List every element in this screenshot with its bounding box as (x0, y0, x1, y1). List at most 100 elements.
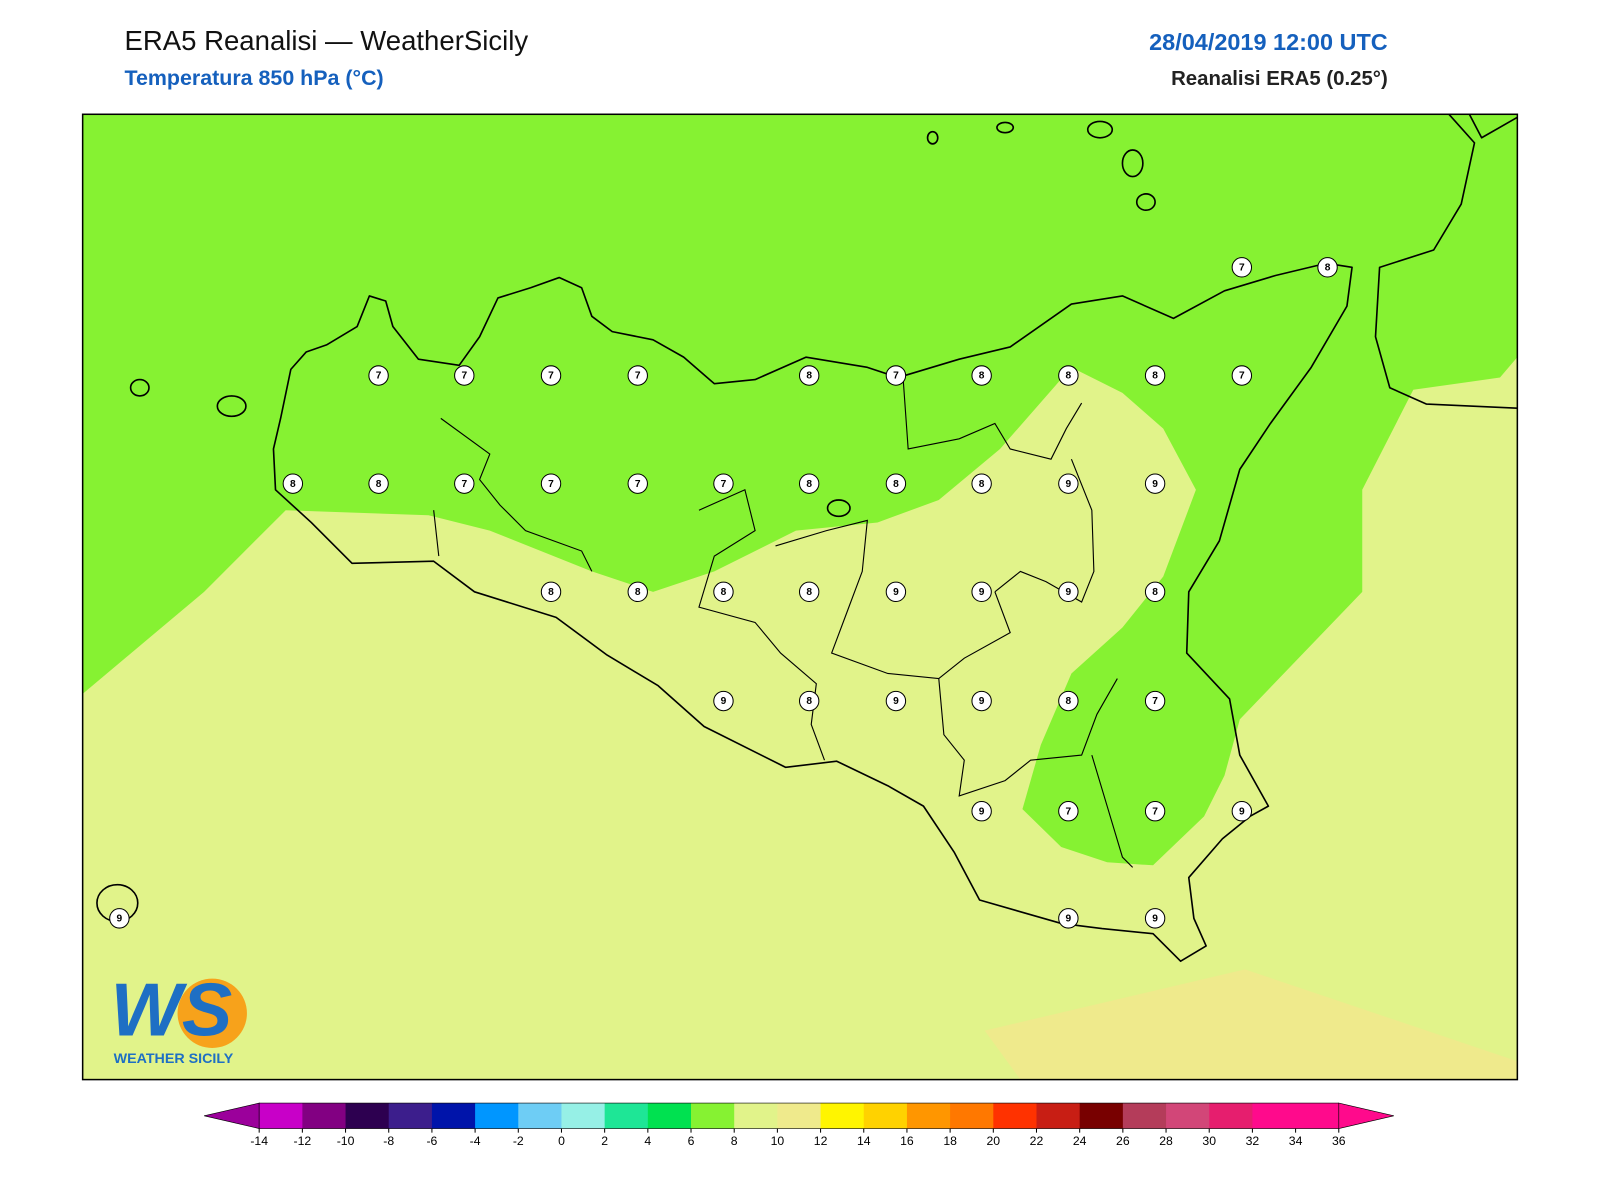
station-marker (798, 581, 820, 603)
station-marker (1144, 690, 1166, 712)
colorbar-tick-label: 32 (1246, 1134, 1260, 1148)
colorbar-under (204, 1102, 260, 1129)
station-value: 7 (1066, 806, 1072, 817)
province-border (902, 377, 1083, 460)
station-marker (454, 473, 475, 494)
colorbar-tick-label: 30 (1202, 1134, 1216, 1148)
colorbar-tick-label: -12 (294, 1134, 312, 1148)
colorbar-over (1338, 1102, 1394, 1129)
island (1121, 149, 1144, 178)
station-value: 8 (721, 587, 727, 598)
station-value: 8 (1325, 263, 1331, 274)
colorbar-segment (604, 1103, 649, 1129)
station-value: 9 (979, 806, 985, 817)
station-value: 7 (376, 371, 382, 382)
station-value: 9 (1239, 806, 1245, 817)
colorbar-segment (777, 1103, 822, 1129)
colorbar-tick-label: 4 (644, 1134, 651, 1148)
logo-mark: WS (111, 968, 233, 1052)
island (1086, 120, 1114, 139)
colorbar-tick-label: 18 (943, 1134, 957, 1148)
station-marker (885, 690, 907, 712)
station-marker (885, 473, 907, 494)
colorbar-segment (734, 1103, 778, 1129)
station-marker (971, 581, 992, 603)
colorbar-segment (431, 1103, 476, 1129)
station-value: 9 (979, 696, 985, 707)
colorbar-tick-label: -8 (383, 1134, 394, 1148)
station-value: 7 (893, 371, 899, 382)
colorbar-tick-label: 10 (771, 1134, 785, 1148)
subtitle: Temperatura 850 hPa (°C) (124, 66, 383, 90)
station-value: 7 (635, 371, 641, 382)
station-marker (971, 365, 992, 386)
province-border (1091, 754, 1134, 868)
station-marker (798, 690, 820, 712)
station-value: 9 (1066, 914, 1072, 925)
colorbar-tick-label: 8 (731, 1134, 738, 1148)
colorbar-tick-label: -10 (337, 1134, 355, 1148)
station-value: 9 (979, 587, 985, 598)
station-value: 8 (1066, 371, 1072, 382)
colorbar-segment (1295, 1103, 1340, 1129)
field-green (82, 114, 1518, 866)
station-value: 8 (635, 587, 641, 598)
colorbar-segment (906, 1103, 951, 1129)
logo-sun (177, 978, 247, 1048)
colorbar-tick-label: 2 (601, 1134, 608, 1148)
station-marker (109, 908, 130, 929)
station-value: 7 (1239, 371, 1245, 382)
station-value: 7 (1152, 696, 1158, 707)
island (129, 378, 150, 397)
station-value: 7 (1239, 263, 1245, 274)
title: ERA5 Reanalisi — WeatherSicily (124, 25, 528, 56)
station-value: 7 (548, 479, 554, 490)
station-value: 8 (548, 587, 554, 598)
station-marker (1144, 908, 1166, 929)
station-value: 9 (893, 587, 899, 598)
province-border (938, 678, 1118, 797)
colorbar-tick-label: 22 (1030, 1134, 1044, 1148)
colorbar-tick-label: 20 (987, 1134, 1001, 1148)
colorbar-segment (1036, 1103, 1081, 1129)
station-marker (368, 473, 389, 494)
province-border (440, 417, 593, 572)
station-value: 7 (635, 479, 641, 490)
colorbar-segment (950, 1103, 994, 1129)
colorbar-tick-label: 16 (900, 1134, 914, 1148)
station-marker (713, 581, 734, 603)
coastline (272, 262, 1353, 963)
station-marker (971, 801, 992, 822)
station-marker (1058, 365, 1079, 386)
station-marker (971, 473, 992, 494)
station-marker (1231, 257, 1253, 278)
station-marker (540, 365, 562, 386)
station-value: 7 (461, 371, 467, 382)
station-value: 8 (979, 371, 985, 382)
colorbar-segment (863, 1103, 908, 1129)
station-value: 8 (1152, 371, 1158, 382)
station-marker (1144, 365, 1166, 386)
colorbar-tick-label: 24 (1073, 1134, 1087, 1148)
colorbar-tick-label: 34 (1289, 1134, 1303, 1148)
colorbar-segment (1079, 1103, 1124, 1129)
colorbar: -14 -12 -10 -8 -6 -4 -2 0 2 4 6 8 10 12 14 16 18 20 22 24 26… (204, 1102, 1394, 1148)
field-warm (984, 969, 1518, 1080)
station-value: 7 (548, 371, 554, 382)
station-value: 8 (290, 479, 296, 490)
datetime: 28/04/2019 12:00 UTC (1149, 29, 1388, 55)
colorbar-frame (258, 1102, 1340, 1129)
station-marker (1144, 473, 1166, 494)
station-value: 7 (721, 479, 727, 490)
station-value: 8 (893, 479, 899, 490)
colorbar-tick-label: -2 (513, 1134, 524, 1148)
island (216, 395, 247, 418)
station-value: 9 (1152, 479, 1158, 490)
station-marker (1144, 581, 1166, 603)
station-marker (627, 581, 648, 603)
station-marker (885, 581, 907, 603)
colorbar-segment (518, 1103, 562, 1129)
source: Reanalisi ERA5 (0.25°) (1171, 68, 1388, 90)
province-border (775, 519, 1011, 680)
station-value: 9 (1152, 914, 1158, 925)
